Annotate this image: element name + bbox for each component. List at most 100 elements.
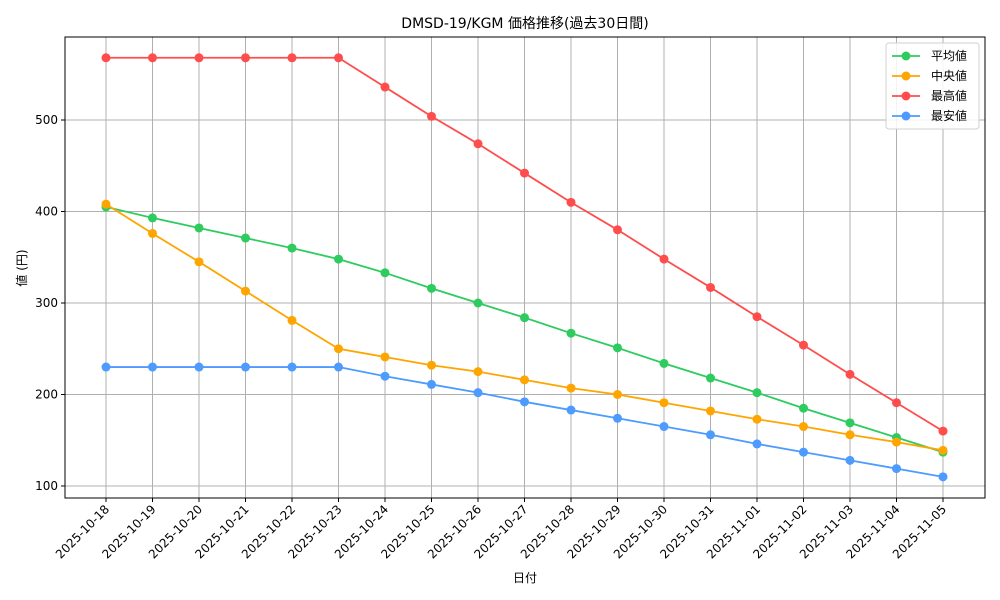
data-point bbox=[845, 369, 855, 379]
data-point bbox=[613, 413, 622, 423]
series-平均値 bbox=[101, 202, 948, 457]
data-point bbox=[241, 362, 250, 372]
y-tick-label: 200 bbox=[35, 388, 58, 402]
data-point bbox=[659, 254, 669, 264]
data-point bbox=[473, 139, 483, 149]
data-point bbox=[799, 422, 808, 432]
data-point bbox=[520, 168, 529, 178]
series-lines bbox=[101, 53, 948, 482]
legend-label: 最安値 bbox=[931, 108, 967, 123]
data-point bbox=[148, 53, 157, 63]
x-axis-label: 日付 bbox=[513, 571, 537, 585]
data-point bbox=[287, 362, 297, 372]
y-tick-label: 300 bbox=[35, 296, 58, 310]
data-point bbox=[380, 352, 390, 362]
data-point bbox=[892, 398, 901, 408]
legend-marker-icon bbox=[901, 91, 911, 101]
data-point bbox=[752, 388, 762, 398]
legend-label: 最高値 bbox=[931, 88, 967, 103]
legend-item: 最高値 bbox=[892, 88, 967, 103]
data-point bbox=[194, 362, 204, 372]
data-point bbox=[799, 447, 808, 457]
data-point bbox=[752, 439, 762, 449]
data-point bbox=[892, 464, 901, 474]
data-point bbox=[613, 343, 622, 353]
y-axis-label: 値 (円) bbox=[14, 249, 29, 286]
data-point bbox=[659, 422, 669, 432]
data-point bbox=[241, 286, 250, 296]
series-中央値 bbox=[101, 199, 948, 455]
data-point bbox=[473, 388, 483, 398]
legend-item: 平均値 bbox=[892, 48, 967, 63]
data-point bbox=[194, 223, 204, 233]
data-point bbox=[706, 282, 715, 292]
data-point bbox=[241, 233, 250, 243]
data-point bbox=[148, 228, 157, 238]
data-point bbox=[845, 418, 855, 428]
data-point bbox=[752, 414, 762, 424]
data-point bbox=[380, 268, 390, 278]
data-point bbox=[520, 375, 529, 385]
legend-item: 中央値 bbox=[892, 68, 967, 83]
data-point bbox=[287, 53, 297, 63]
data-point bbox=[287, 243, 297, 253]
data-point bbox=[473, 367, 483, 377]
y-tick-label: 400 bbox=[35, 205, 58, 219]
data-point bbox=[706, 406, 715, 416]
data-point bbox=[892, 437, 901, 447]
data-point bbox=[520, 397, 529, 407]
data-point bbox=[380, 371, 390, 381]
data-point bbox=[148, 213, 157, 223]
series-最安値 bbox=[101, 362, 948, 482]
data-point bbox=[101, 53, 111, 63]
legend-marker-icon bbox=[901, 111, 911, 121]
data-point bbox=[334, 344, 343, 354]
data-point bbox=[845, 430, 855, 440]
y-axis-ticks: 100 200 300 400 500 bbox=[35, 113, 65, 493]
data-point bbox=[566, 383, 576, 393]
data-point bbox=[938, 445, 948, 455]
x-axis-ticks: 2025-10-182025-10-192025-10-202025-10-21… bbox=[53, 498, 949, 561]
data-point bbox=[380, 82, 390, 92]
data-point bbox=[566, 197, 576, 207]
legend-marker-icon bbox=[901, 71, 911, 81]
y-tick-label: 500 bbox=[35, 113, 58, 127]
data-point bbox=[938, 472, 948, 482]
data-point bbox=[194, 53, 204, 63]
data-point bbox=[427, 111, 436, 121]
y-tick-label: 100 bbox=[35, 479, 58, 493]
data-point bbox=[799, 403, 808, 413]
series-最高値 bbox=[101, 53, 948, 436]
data-point bbox=[706, 430, 715, 440]
data-point bbox=[566, 405, 576, 415]
data-point bbox=[659, 358, 669, 368]
grid-lines bbox=[65, 37, 985, 498]
data-point bbox=[334, 362, 343, 372]
data-point bbox=[241, 53, 250, 63]
data-point bbox=[334, 254, 343, 264]
data-point bbox=[613, 390, 622, 399]
data-point bbox=[566, 328, 576, 338]
data-point bbox=[845, 455, 855, 465]
legend-label: 中央値 bbox=[931, 68, 967, 83]
data-point bbox=[613, 225, 622, 235]
data-point bbox=[427, 360, 436, 370]
data-point bbox=[938, 426, 948, 436]
legend-item: 最安値 bbox=[892, 108, 967, 123]
data-point bbox=[520, 313, 529, 323]
data-point bbox=[706, 373, 715, 383]
legend-marker-icon bbox=[901, 51, 911, 61]
data-point bbox=[752, 312, 762, 322]
data-point bbox=[427, 283, 436, 293]
data-point bbox=[101, 362, 111, 372]
data-point bbox=[287, 315, 297, 325]
data-point bbox=[148, 362, 157, 372]
legend-label: 平均値 bbox=[931, 48, 967, 63]
data-point bbox=[334, 53, 343, 63]
data-point bbox=[194, 257, 204, 267]
chart-title: DMSD-19/KGM 価格推移(過去30日間) bbox=[401, 16, 648, 32]
data-point bbox=[101, 199, 111, 209]
data-point bbox=[427, 379, 436, 389]
